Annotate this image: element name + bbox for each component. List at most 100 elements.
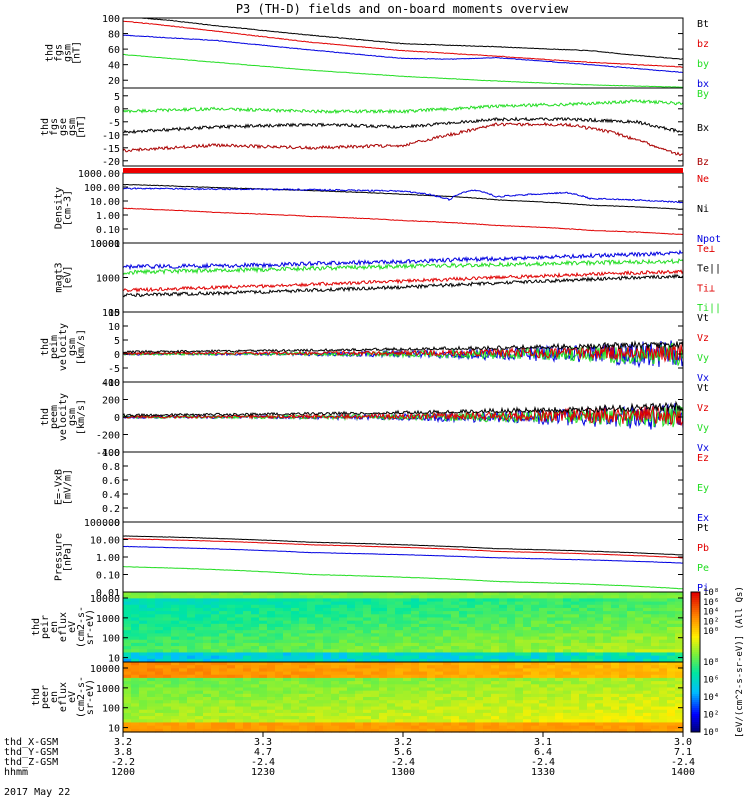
spectrogram-cell (299, 620, 308, 625)
spectrogram-cell (651, 668, 660, 673)
spectrogram-cell (179, 617, 188, 622)
spectrogram-cell (235, 601, 244, 606)
spectrogram-cell (475, 716, 484, 720)
spectrogram-cell (603, 684, 612, 689)
spectrogram-cell (251, 601, 260, 606)
spectrogram-cell (675, 611, 684, 615)
spectrogram-cell (363, 719, 372, 724)
spectrogram-cell (267, 658, 276, 663)
spectrogram-cell (491, 690, 500, 695)
spectrogram-cell (339, 725, 348, 730)
spectrogram-cell (307, 712, 316, 717)
spectrogram-cell (179, 674, 188, 679)
legend-entry-Bt: Bt (697, 19, 709, 30)
spectrogram-cell (283, 671, 292, 676)
spectrogram-cell (595, 700, 604, 704)
spectrogram-cell (499, 627, 508, 631)
spectrogram-cell (267, 668, 276, 673)
spectrogram-cell (547, 614, 556, 619)
spectrogram-cell (587, 684, 596, 689)
y-tick-label: 400 (102, 378, 120, 389)
spectrogram-cell (435, 623, 444, 628)
spectrogram-cell (347, 662, 356, 666)
spectrogram-cell (459, 728, 468, 733)
spectrogram-cell (275, 592, 284, 596)
spectrogram-cell (523, 636, 532, 641)
spectrogram-cell (307, 671, 316, 676)
spectrogram-cell (459, 595, 468, 599)
spectrogram-cell (451, 690, 460, 695)
spectrogram-cell (267, 693, 276, 698)
spectrogram-cell (227, 658, 236, 663)
spectrogram-cell (251, 652, 260, 657)
spectrogram-cell (459, 630, 468, 634)
spectrogram-cell (523, 617, 532, 622)
spectrogram-cell (139, 617, 148, 622)
spectrogram-cell (467, 725, 476, 730)
spectrogram-cell (155, 604, 164, 609)
spectrogram-cell (347, 627, 356, 631)
spectrogram-cell (171, 658, 180, 663)
spectrogram-cell (443, 642, 452, 647)
spectrogram-cell (539, 592, 548, 596)
spectrogram-cell (667, 703, 676, 708)
spectrogram-cell (547, 652, 556, 657)
spectrogram-cell (579, 690, 588, 695)
spectrogram-cell (595, 655, 604, 660)
spectrogram-cell (235, 671, 244, 676)
spectrogram-cell (283, 693, 292, 698)
spectrogram-cell (371, 604, 380, 609)
spectrogram-cell (235, 674, 244, 679)
spectrogram-cell (643, 652, 652, 657)
spectrogram-cell (299, 617, 308, 622)
spectrogram-cell (427, 719, 436, 724)
spectrogram-cell (435, 633, 444, 638)
spectrogram-cell (315, 620, 324, 625)
y-axis-label: magt3 (54, 262, 65, 292)
spectrogram-cell (371, 722, 380, 727)
spectrogram-cell (555, 592, 564, 596)
spectrogram-cell (291, 693, 300, 698)
spectrogram-cell (155, 716, 164, 720)
legend-entry-By: By (697, 89, 709, 100)
spectrogram-cell (275, 662, 284, 666)
spectrogram-cell (363, 722, 372, 727)
spectrogram-cell (603, 690, 612, 695)
spectrogram-cell (395, 627, 404, 631)
spectrogram-cell (379, 627, 388, 631)
spectrogram-cell (315, 671, 324, 676)
spectrogram-cell (419, 646, 428, 650)
spectrogram-cell (611, 693, 620, 698)
spectrogram-cell (395, 677, 404, 682)
spectrogram-cell (219, 668, 228, 673)
spectrogram-cell (307, 592, 316, 596)
spectrogram-cell (283, 598, 292, 603)
spectrogram-cell (611, 709, 620, 714)
spectrogram-cell (651, 630, 660, 634)
spectrogram-cell (531, 614, 540, 619)
spectrogram-cell (251, 611, 260, 615)
spectrogram-cell (667, 649, 676, 654)
spectrogram-cell (595, 697, 604, 701)
spectrogram-cell (171, 620, 180, 625)
spectrogram-cell (491, 592, 500, 596)
spectrogram-cell (659, 655, 668, 660)
spectrogram-cell (131, 662, 140, 666)
y-axis-label: Pressure (54, 533, 65, 581)
spectrogram-cell (651, 665, 660, 669)
spectrogram-cell (259, 642, 268, 647)
spectrogram-cell (227, 681, 236, 685)
spectrogram-cell (459, 725, 468, 730)
spectrogram-cell (323, 630, 332, 634)
spectrogram-cell (139, 690, 148, 695)
spectrogram-cell (155, 662, 164, 666)
spectrogram-cell (499, 601, 508, 606)
spectrogram-cell (459, 693, 468, 698)
spectrogram-cell (499, 598, 508, 603)
spectrogram-cell (603, 697, 612, 701)
spectrogram-cell (643, 646, 652, 650)
spectrogram-cell (251, 607, 260, 612)
spectrogram-cell (459, 620, 468, 625)
spectrogram-cell (403, 687, 412, 692)
